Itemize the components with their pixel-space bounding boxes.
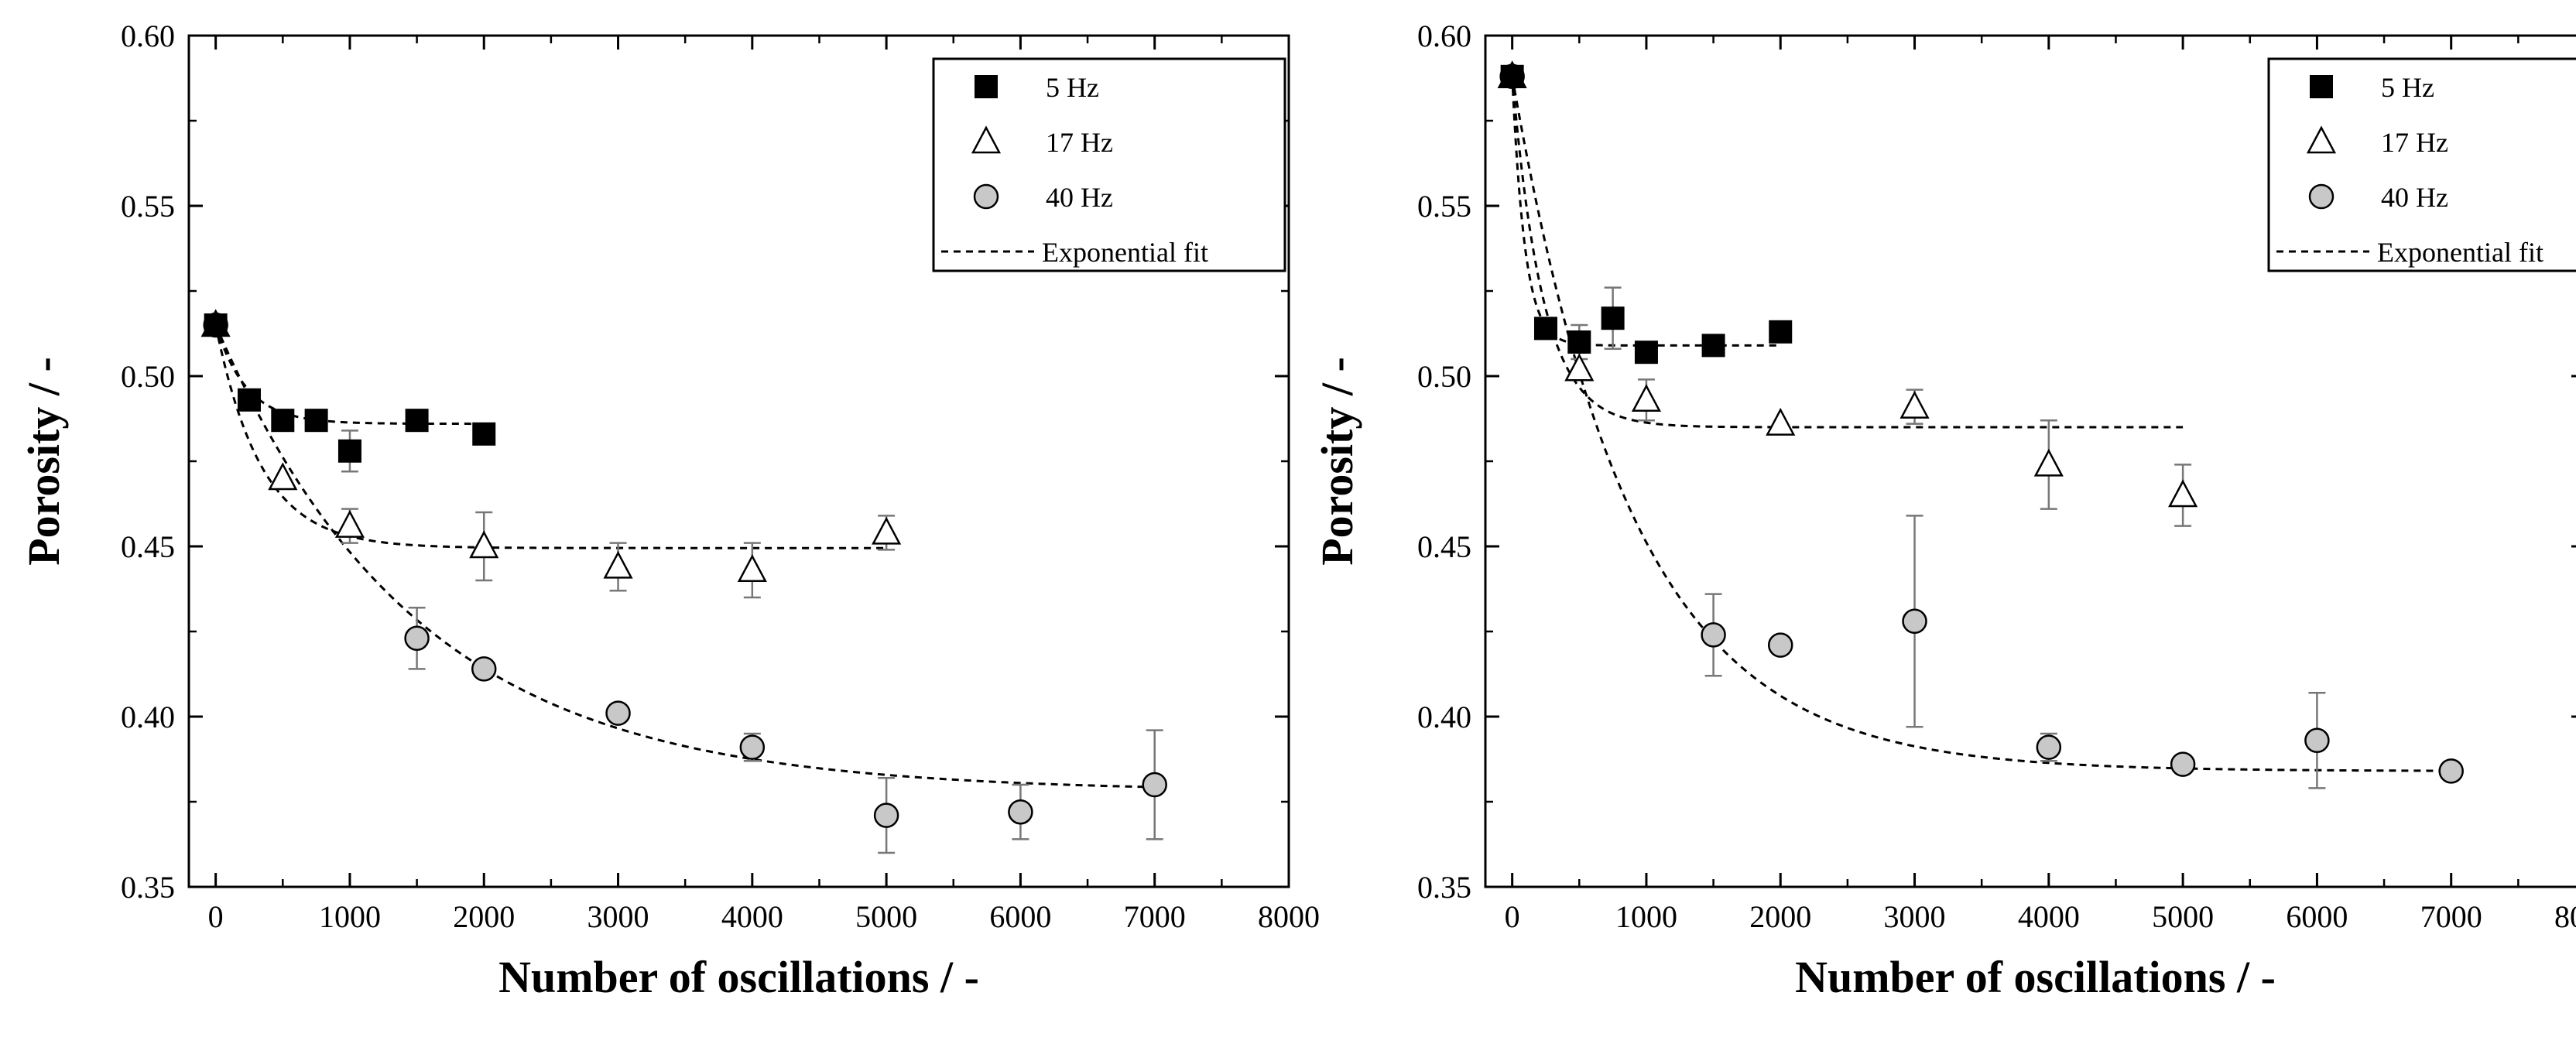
data-point-5hz [1601, 306, 1625, 330]
legend-marker-40hz [2308, 183, 2334, 210]
data-point-40hz [2036, 734, 2062, 760]
x-tick-label: 7000 [1124, 899, 1186, 934]
y-tick-label: 0.55 [121, 189, 175, 224]
data-point-40hz [471, 656, 497, 682]
data-point-40hz [1142, 772, 1167, 798]
data-point-5hz [1634, 341, 1658, 364]
data-point-40hz [1902, 608, 1927, 635]
fit-curve-17hz [214, 324, 887, 549]
x-tick-label: 6000 [2286, 899, 2348, 934]
data-point-40hz [2304, 727, 2330, 754]
fit-curve-40hz [1511, 76, 2451, 772]
x-tick-label: 8000 [2554, 899, 2576, 934]
x-tick-label: 0 [208, 899, 224, 934]
legend-marker-40hz [973, 183, 999, 210]
y-tick-label: 0.35 [1417, 870, 1471, 905]
x-tick-label: 1000 [1615, 899, 1677, 934]
data-point-5hz [204, 313, 228, 337]
y-tick-label: 0.45 [1417, 529, 1471, 564]
data-point-5hz [1533, 317, 1557, 341]
legend-label: Exponential fit [2377, 237, 2543, 268]
fit-curve-5hz [1511, 76, 1781, 347]
legend-marker-5hz [975, 75, 998, 98]
data-point-5hz [271, 409, 295, 433]
fit-curve-17hz [1511, 76, 2184, 429]
legend-marker-5hz [2310, 75, 2333, 98]
data-point-40hz [1008, 799, 1033, 825]
legend-marker-17hz [971, 125, 1002, 154]
x-tick-label: 4000 [721, 899, 783, 934]
y-tick-label: 0.40 [121, 700, 175, 734]
y-tick-label: 0.50 [1417, 359, 1471, 394]
data-point-17hz [469, 530, 499, 559]
legend-label: 17 Hz [1046, 127, 1113, 158]
x-tick-label: 3000 [587, 899, 649, 934]
x-tick-label: 2000 [1749, 899, 1811, 934]
data-point-5hz [1500, 64, 1524, 88]
data-point-5hz [1769, 320, 1793, 344]
legend-label: Exponential fit [1042, 237, 1208, 268]
x-tick-label: 2000 [453, 899, 515, 934]
data-point-17hz [1899, 390, 1930, 419]
x-tick-label: 5000 [855, 899, 917, 934]
data-point-40hz [1701, 622, 1726, 648]
data-point-5hz [237, 388, 261, 412]
data-point-17hz [603, 550, 633, 579]
y-tick-label: 0.45 [121, 529, 175, 564]
data-point-17hz [2168, 479, 2198, 508]
legend-label: 5 Hz [1046, 72, 1099, 103]
data-point-5hz [304, 409, 328, 433]
data-point-17hz [872, 516, 902, 545]
legend-label: 40 Hz [2381, 182, 2448, 213]
x-tick-label: 3000 [1884, 899, 1946, 934]
data-point-40hz [2170, 751, 2196, 777]
y-axis-title: Porosity / - [19, 357, 69, 566]
data-point-17hz [737, 554, 767, 583]
x-axis-title: Number of oscillations / - [1795, 952, 2276, 1002]
data-point-5hz [472, 422, 496, 446]
legend: 5 Hz 17 Hz 40 Hz Exponential fit [932, 57, 1286, 272]
data-point-17hz [268, 462, 298, 491]
legend-label: 40 Hz [1046, 182, 1113, 213]
fit-curve-40hz [214, 324, 1155, 789]
legend-label: 5 Hz [2381, 72, 2434, 103]
data-point-40hz [739, 734, 766, 760]
data-point-17hz [1631, 384, 1662, 412]
data-point-5hz [405, 409, 429, 433]
data-point-5hz [337, 439, 361, 463]
data-point-40hz [1767, 632, 1793, 658]
x-tick-label: 8000 [1258, 899, 1320, 934]
y-tick-label: 0.60 [1417, 19, 1471, 53]
x-axis-title: Number of oscillations / - [498, 952, 979, 1002]
chart-panel-right: 0 1000 2000 3000 4000 5000 6000 7000 8000 0.35 0.4… [1312, 19, 2576, 1002]
y-tick-label: 0.55 [1417, 189, 1471, 224]
data-point-17hz [2033, 448, 2064, 477]
data-point-40hz [873, 803, 899, 828]
data-point-17hz [1766, 407, 1796, 436]
data-point-40hz [404, 625, 430, 652]
x-tick-label: 4000 [2018, 899, 2080, 934]
data-point-17hz [334, 509, 365, 538]
x-tick-label: 6000 [989, 899, 1051, 934]
data-point-40hz [605, 700, 631, 726]
y-tick-label: 0.40 [1417, 700, 1471, 734]
legend-marker-17hz [2306, 125, 2337, 154]
x-tick-label: 1000 [319, 899, 381, 934]
x-tick-label: 0 [1505, 899, 1520, 934]
data-point-5hz [1701, 334, 1725, 358]
y-axis-title: Porosity / - [1312, 357, 1362, 566]
data-point-5hz [1567, 330, 1591, 354]
x-tick-label: 7000 [2420, 899, 2482, 934]
y-tick-label: 0.60 [121, 19, 175, 53]
legend-label: 17 Hz [2381, 127, 2448, 158]
legend: 5 Hz 17 Hz 40 Hz Exponential fit [2267, 57, 2576, 272]
chart-panel-left: 0 1000 2000 3000 4000 5000 6000 7000 8000 0.35 0.4… [19, 19, 1320, 1002]
data-point-17hz [1564, 353, 1595, 382]
y-tick-label: 0.35 [121, 870, 175, 905]
y-tick-label: 0.50 [121, 359, 175, 394]
x-tick-label: 5000 [2152, 899, 2214, 934]
data-point-40hz [2438, 758, 2464, 784]
